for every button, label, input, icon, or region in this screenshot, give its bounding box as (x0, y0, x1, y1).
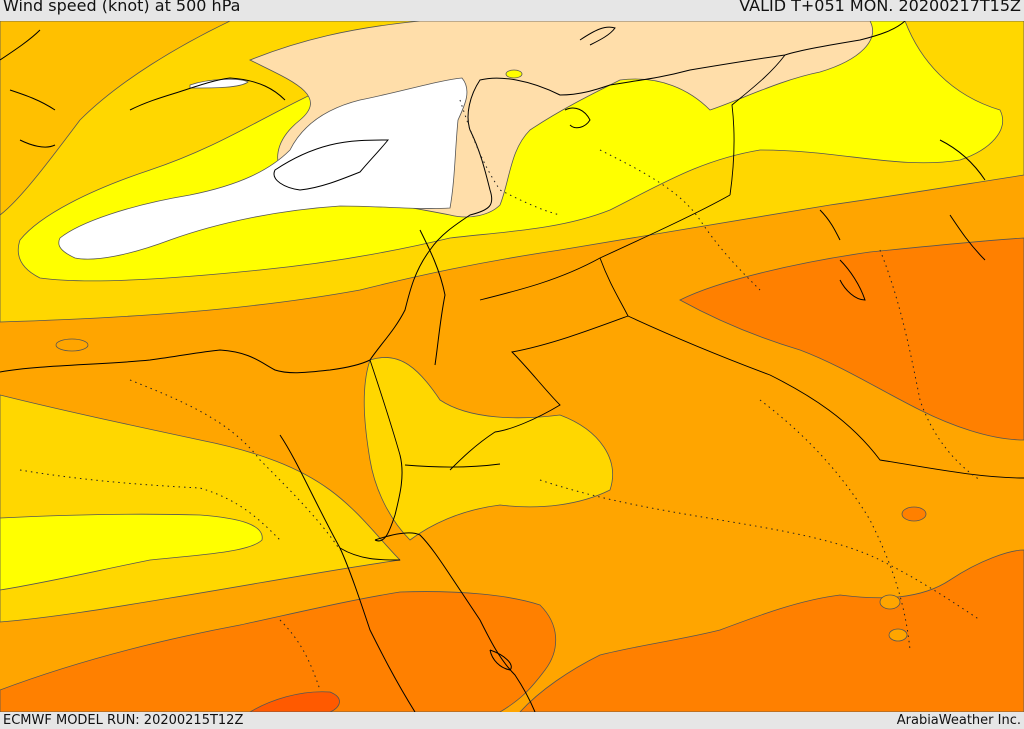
band-orange-dark-southeast (519, 549, 1024, 712)
brand-label: ArabiaWeather Inc. (896, 713, 1021, 728)
borders (339, 54, 1024, 561)
band-gold-levant (363, 357, 613, 541)
patch-3 (879, 594, 901, 610)
band-white (58, 77, 468, 260)
band-white-small (189, 78, 249, 89)
band-red-orange (249, 691, 340, 712)
coastlines (0, 21, 986, 712)
band-yellow-south (0, 513, 263, 591)
band-orange-dark-east (679, 237, 1024, 441)
band-orange-dark-south (0, 591, 557, 712)
model-run-label: ECMWF MODEL RUN: 20200215T12Z (3, 713, 244, 728)
map-title: Wind speed (knot) at 500 hPa (3, 0, 241, 15)
patch-2 (901, 506, 927, 522)
map-header: Wind speed (knot) at 500 hPa VALID T+051… (0, 0, 1024, 21)
patch-4 (888, 628, 908, 642)
patch-5 (505, 69, 523, 79)
valid-time: VALID T+051 MON. 20200217T15Z (739, 0, 1021, 15)
wind-speed-map[interactable] (0, 21, 1024, 712)
admin-lines (19, 99, 981, 691)
map-canvas (0, 21, 1024, 712)
band-amber-northwest (0, 21, 231, 216)
map-footer: ECMWF MODEL RUN: 20200215T12Z ArabiaWeat… (0, 712, 1024, 729)
patch-1 (55, 338, 89, 352)
